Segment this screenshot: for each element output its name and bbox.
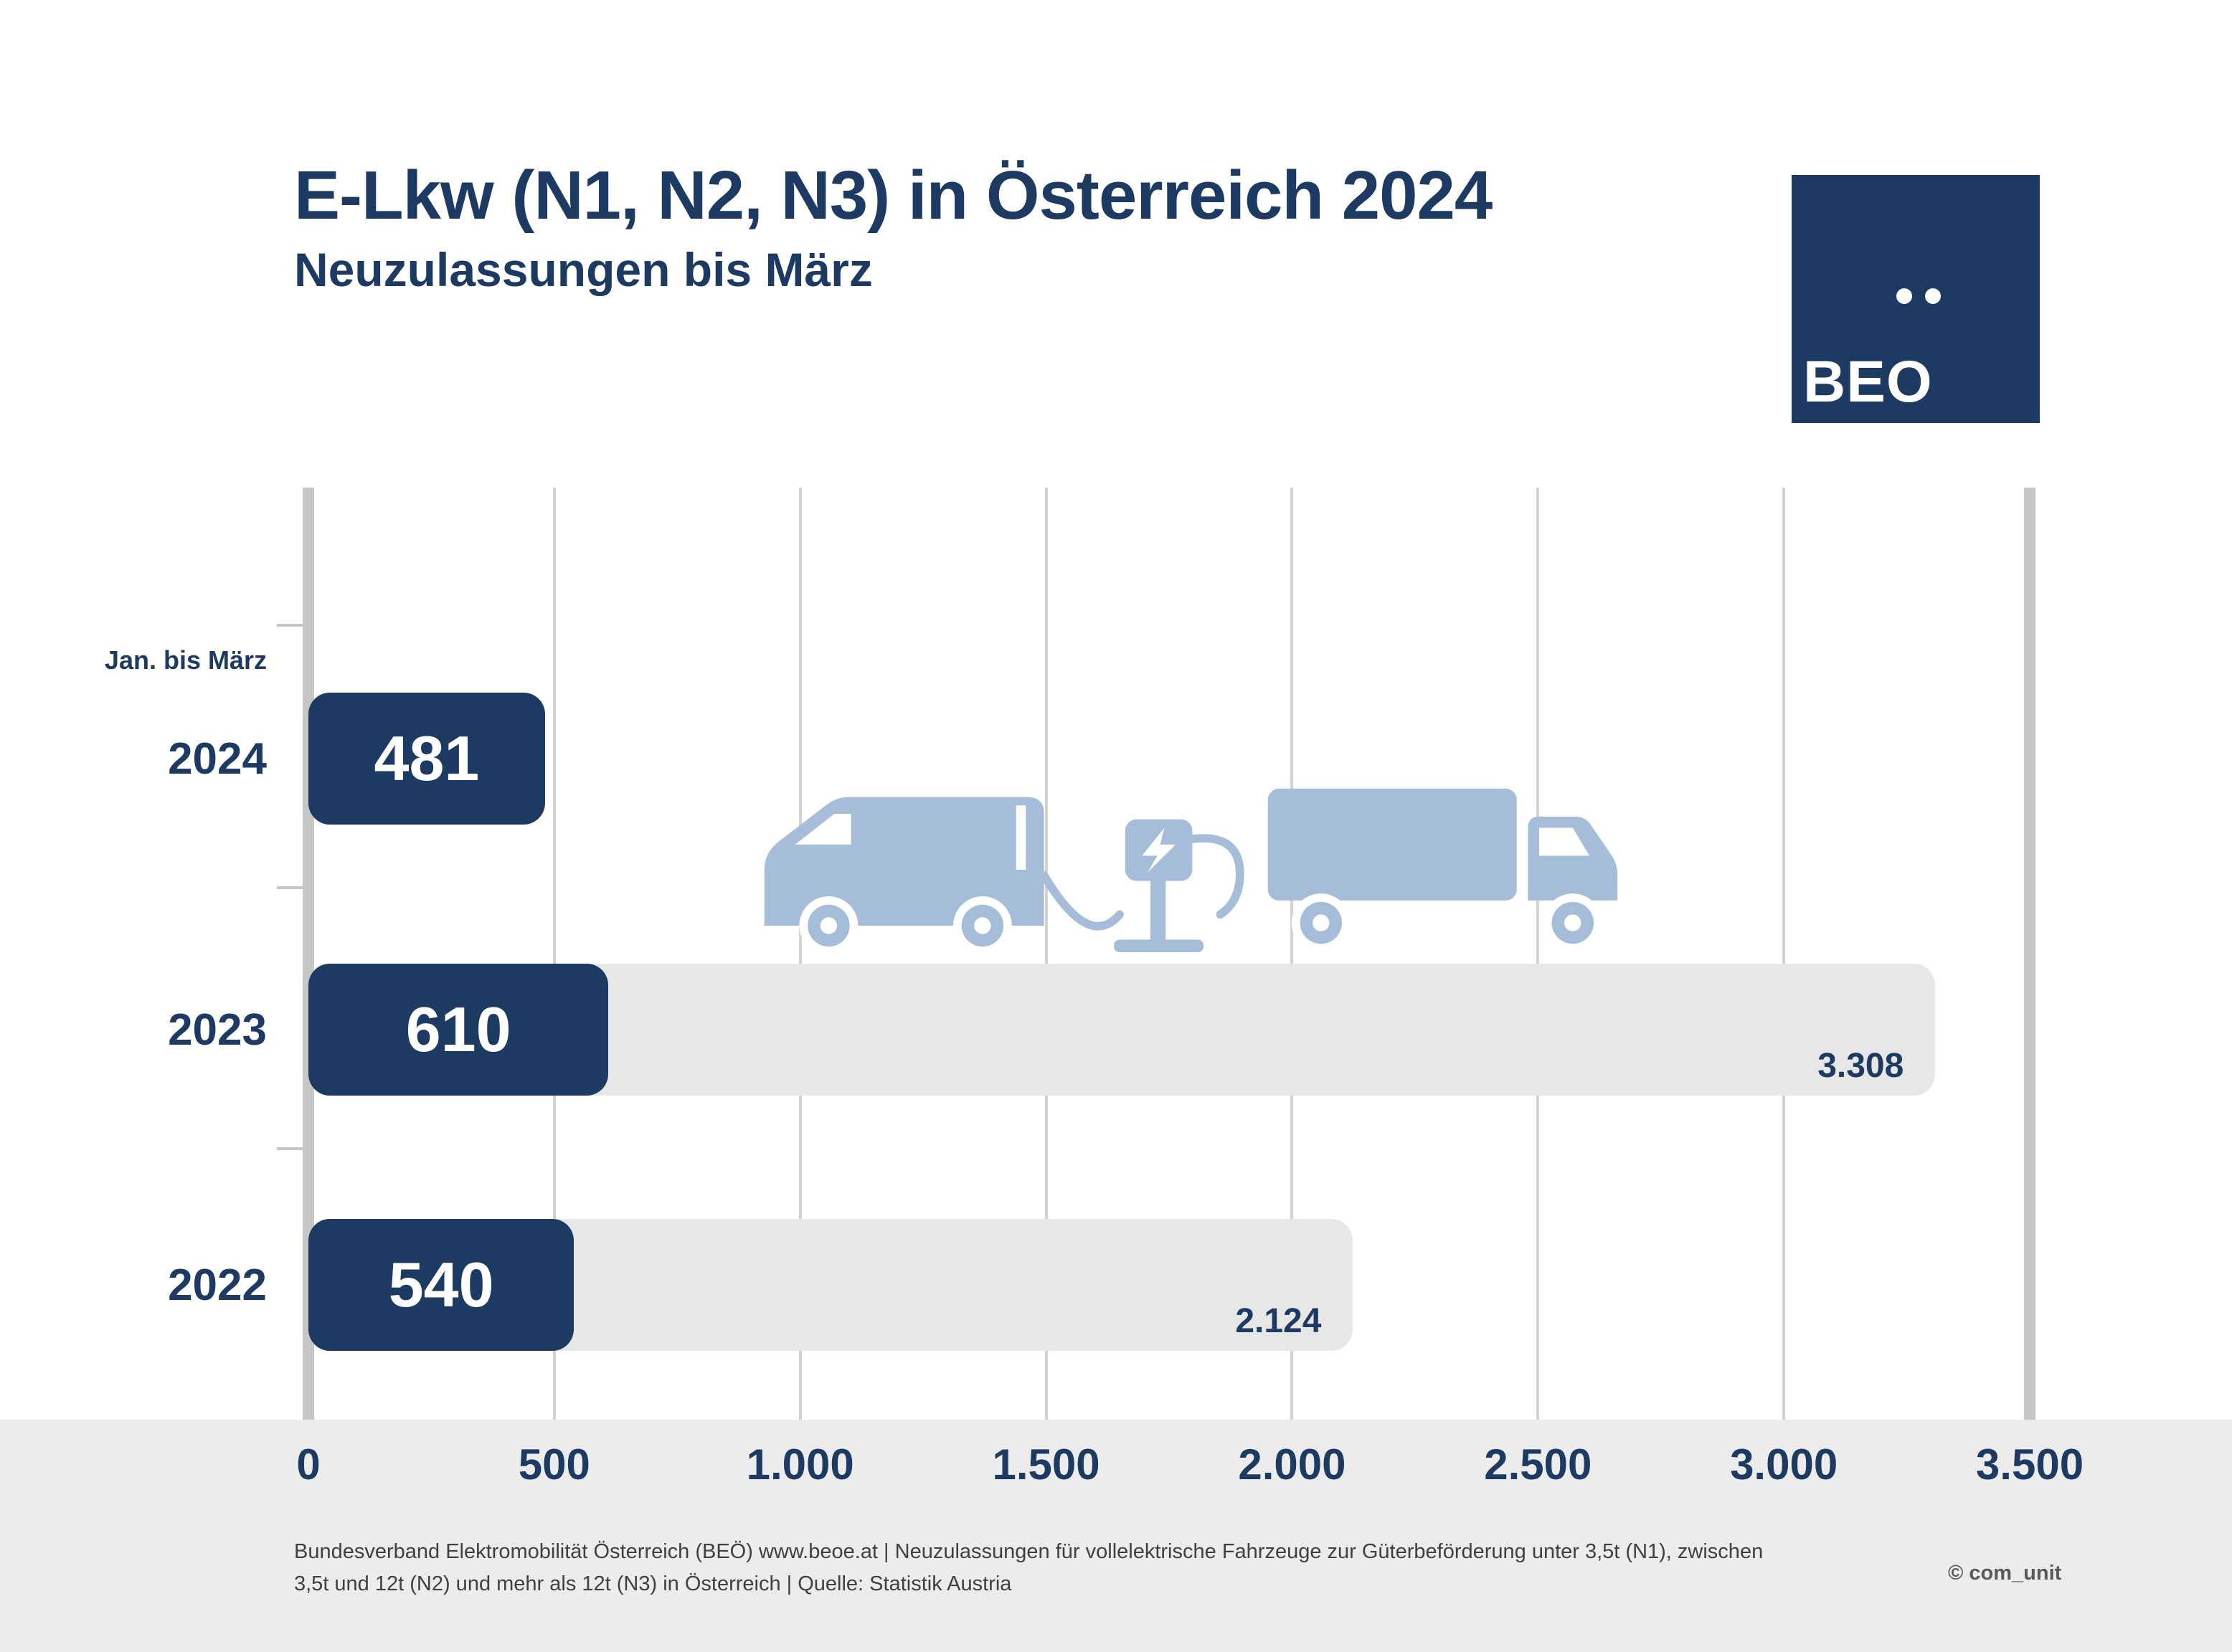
- year-label-2022: 2022: [168, 1260, 267, 1310]
- page-title: E-Lkw (N1, N2, N3) in Österreich 2024: [294, 157, 1493, 234]
- charging-station-icon: [1039, 819, 1244, 953]
- x-axis: 0 500 1.000 1.500 2.000 2.500 3.000 3.500: [296, 1440, 2084, 1504]
- gridline: [1782, 488, 1786, 1420]
- x-axis-tick-label: 1.000: [746, 1440, 854, 1489]
- source-note: Bundesverband Elektromobilität Österreic…: [294, 1540, 1764, 1595]
- x-axis-tick-label: 3.000: [1730, 1440, 1838, 1489]
- bar-row-2022: 2.124 540: [308, 1219, 2030, 1351]
- gridline: [798, 488, 802, 1420]
- beo-logo: BEO: [1792, 175, 2040, 423]
- bar-period-2024: 481: [308, 693, 545, 825]
- y-axis-tick: [277, 1147, 308, 1150]
- right-border-line: [2024, 488, 2035, 1420]
- beo-logo-text: BEO: [1803, 349, 1933, 414]
- gridline: [1536, 488, 1540, 1420]
- x-axis-tick-label: 2.000: [1238, 1440, 1346, 1489]
- logo-dot: [1925, 288, 1941, 304]
- header: E-Lkw (N1, N2, N3) in Österreich 2024 Ne…: [294, 156, 1493, 297]
- bar-row-2023: 3.308 610: [308, 964, 2030, 1096]
- bar-total-label-2023: 3.308: [1817, 1047, 1904, 1085]
- logo-dot: [1896, 288, 1912, 304]
- bar-row-2024: 481: [308, 693, 2030, 825]
- year-label-2023: 2023: [168, 1005, 267, 1055]
- ev-vehicles-graphic: [764, 788, 1618, 955]
- y-axis-tick: [277, 886, 308, 889]
- electric-truck-icon: [1267, 788, 1618, 953]
- x-axis-tick-label: 1.500: [992, 1440, 1100, 1489]
- y-axis-tick: [277, 624, 308, 627]
- electric-van-icon: [764, 797, 1044, 955]
- beo-logo-umlaut-dots: [1896, 288, 1941, 304]
- bar-value-label-2024: 481: [374, 723, 480, 794]
- x-axis-tick-label: 0: [296, 1440, 321, 1489]
- bar-value-label-2023: 610: [405, 994, 511, 1065]
- bar-period-2022: 540: [308, 1219, 574, 1351]
- gridline: [1290, 488, 1294, 1420]
- credit-note: © com_unit: [1948, 1562, 2062, 1585]
- bar-total-label-2022: 2.124: [1235, 1302, 1322, 1340]
- bottom-band: [0, 1420, 2232, 1652]
- x-axis-tick-label: 2.500: [1484, 1440, 1592, 1489]
- year-label-2024: 2024: [168, 734, 267, 784]
- bar-period-2023: 610: [308, 964, 609, 1096]
- gridline: [552, 488, 556, 1420]
- page-subtitle: Neuzulassungen bis März: [294, 243, 873, 296]
- period-annotation: Jan. bis März: [104, 645, 267, 675]
- x-axis-tick-label: 3.500: [1975, 1440, 2084, 1489]
- chart-plot-area: 481 3.308 610 2.124 540: [277, 488, 2035, 1420]
- x-axis-tick-label: 500: [518, 1440, 590, 1489]
- gridline: [1044, 488, 1048, 1420]
- bar-value-label-2022: 540: [388, 1249, 494, 1320]
